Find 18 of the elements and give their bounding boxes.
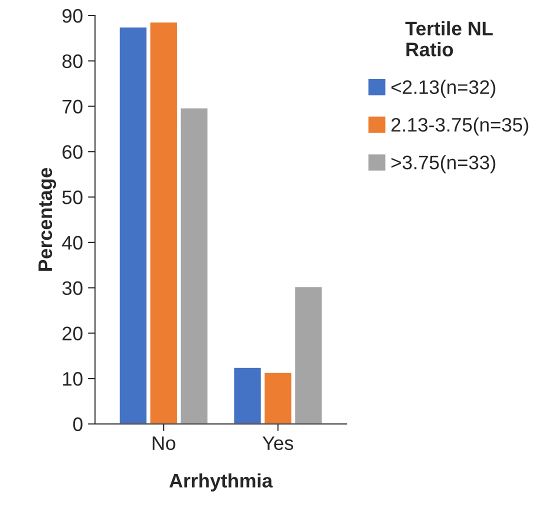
y-tick-label: 70 — [62, 100, 82, 114]
x-tick-label: Yes — [262, 436, 294, 450]
legend-label: 2.13-3.75(n=35) — [391, 117, 528, 136]
y-tick-label: 30 — [62, 281, 82, 296]
y-tick-label: 40 — [62, 236, 82, 250]
legend-label: <2.13(n=32) — [391, 80, 496, 98]
x-tick-label: No — [152, 436, 176, 450]
y-tick-label: 20 — [62, 326, 82, 340]
x-axis-title: Arrhythmia — [169, 473, 273, 492]
y-axis-title: Percentage — [38, 168, 56, 271]
y-tick-label: 50 — [62, 190, 82, 204]
legend-label: >3.75(n=33) — [391, 155, 496, 174]
y-tick-label: 10 — [63, 372, 82, 386]
y-tick-label: 90 — [62, 8, 82, 23]
y-tick-label: 60 — [62, 145, 82, 159]
y-tick-label: 0 — [73, 417, 82, 432]
legend-title: Tertile NL Ratio — [405, 21, 493, 56]
y-tick-label: 80 — [62, 54, 82, 68]
